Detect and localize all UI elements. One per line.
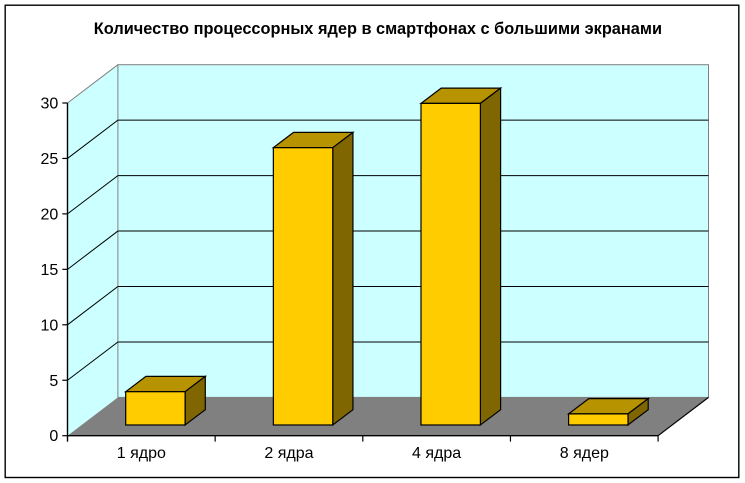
svg-text:2 ядра: 2 ядра bbox=[264, 445, 313, 462]
svg-text:15: 15 bbox=[41, 262, 59, 279]
svg-text:Количество процессорных ядер в: Количество процессорных ядер в смартфона… bbox=[94, 20, 662, 38]
svg-text:1 ядро: 1 ядро bbox=[117, 445, 166, 462]
svg-text:20: 20 bbox=[41, 206, 59, 223]
svg-text:10: 10 bbox=[41, 317, 59, 334]
svg-text:5: 5 bbox=[49, 373, 58, 390]
svg-text:4 ядра: 4 ядра bbox=[412, 445, 461, 462]
svg-text:25: 25 bbox=[41, 151, 59, 168]
svg-text:30: 30 bbox=[41, 96, 59, 113]
svg-text:8 ядер: 8 ядер bbox=[560, 445, 609, 462]
svg-text:0: 0 bbox=[49, 428, 58, 445]
